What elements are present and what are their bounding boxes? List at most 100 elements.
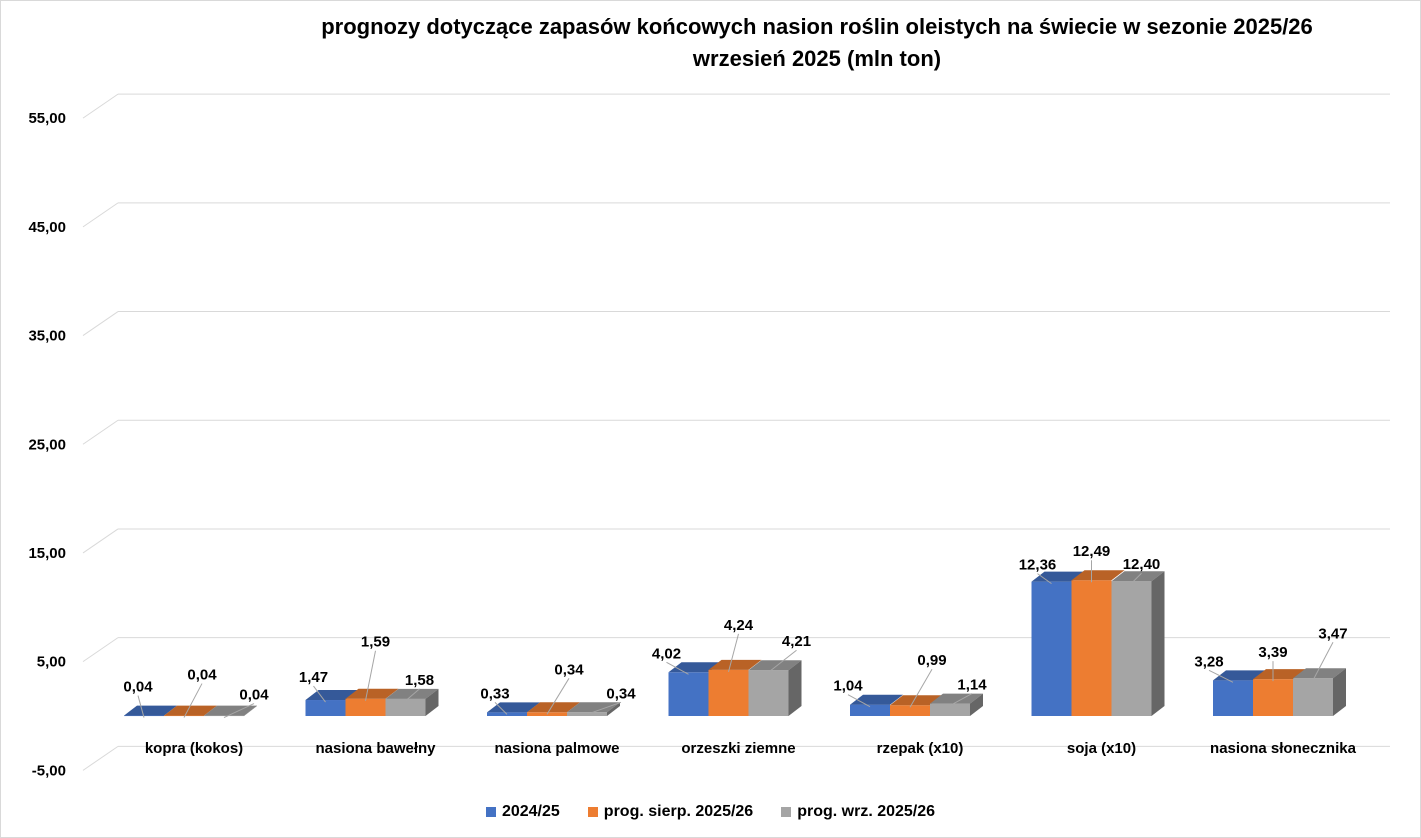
legend: 2024/25 prog. sierp. 2025/26 prog. wrz. … bbox=[0, 803, 1421, 821]
legend-swatch bbox=[587, 807, 598, 817]
leader-line bbox=[365, 650, 376, 701]
leader-line bbox=[223, 703, 255, 719]
y-tick-label: 5,00 bbox=[37, 654, 66, 671]
data-label: 12,40 bbox=[1123, 556, 1161, 573]
leader-line bbox=[909, 668, 933, 708]
data-label: 0,04 bbox=[187, 667, 217, 684]
y-tick-label: 15,00 bbox=[28, 545, 66, 562]
bar-top bbox=[708, 659, 762, 670]
data-label: 0,04 bbox=[239, 687, 269, 704]
gridline-depth bbox=[82, 202, 119, 228]
gridline-depth bbox=[82, 528, 119, 554]
bar-side bbox=[1151, 571, 1165, 716]
data-label: 1,04 bbox=[833, 678, 863, 695]
bar-side bbox=[1333, 668, 1346, 716]
bar-top bbox=[1071, 570, 1125, 581]
data-label: 1,59 bbox=[361, 634, 390, 651]
leader-line bbox=[1208, 669, 1234, 683]
legend-swatch bbox=[781, 807, 792, 817]
bar-top bbox=[748, 660, 802, 671]
x-category-label: nasiona bawełny bbox=[315, 740, 436, 757]
bar-top bbox=[345, 688, 399, 699]
leader-line bbox=[1131, 572, 1142, 584]
bar bbox=[1293, 678, 1333, 716]
data-label: 0,34 bbox=[554, 661, 584, 678]
bar-top bbox=[930, 693, 983, 704]
bar-top bbox=[850, 694, 903, 705]
x-category-label: nasiona palmowe bbox=[494, 740, 619, 757]
data-label: 0,34 bbox=[606, 685, 636, 702]
data-label: 0,04 bbox=[123, 679, 153, 696]
bar bbox=[708, 669, 749, 716]
bar-top bbox=[124, 705, 177, 716]
chart-subtitle: wrzesień 2025 (mln ton) bbox=[692, 46, 942, 71]
gridline-depth bbox=[82, 745, 119, 771]
leader-line bbox=[546, 678, 570, 715]
legend-label: 2024/25 bbox=[501, 803, 560, 820]
y-tick-label: 25,00 bbox=[28, 436, 66, 453]
bar-top bbox=[487, 702, 540, 713]
y-tick-label: 55,00 bbox=[28, 110, 66, 127]
legend-item-prog-wrz: prog. wrz. 2025/26 bbox=[781, 803, 935, 821]
y-tick-label: -5,00 bbox=[32, 762, 66, 779]
bar bbox=[305, 700, 346, 716]
bar bbox=[1253, 679, 1293, 716]
leader-line bbox=[405, 688, 420, 702]
x-category-label: rzepak (x10) bbox=[877, 740, 964, 757]
bar-top bbox=[567, 702, 620, 713]
bar-top bbox=[1293, 668, 1346, 679]
data-label: 3,28 bbox=[1194, 653, 1223, 670]
leader-line bbox=[728, 633, 739, 673]
data-label: 0,33 bbox=[480, 685, 509, 702]
x-category-label: kopra (kokos) bbox=[145, 740, 243, 757]
bar-top bbox=[890, 695, 943, 706]
data-label: 1,14 bbox=[957, 677, 987, 694]
bar bbox=[345, 698, 386, 716]
gridline-depth bbox=[82, 93, 119, 119]
data-label: 12,49 bbox=[1073, 543, 1111, 560]
bar-top bbox=[1213, 670, 1266, 681]
data-label: 4,02 bbox=[652, 645, 681, 662]
leader-line bbox=[313, 685, 326, 703]
bar bbox=[890, 705, 930, 716]
bar bbox=[850, 704, 890, 716]
leader-line bbox=[183, 683, 203, 718]
leader-line bbox=[494, 702, 508, 715]
legend-item-prog-sierp: prog. sierp. 2025/26 bbox=[587, 803, 754, 821]
data-label: 0,99 bbox=[917, 652, 946, 669]
leader-line bbox=[137, 695, 145, 718]
bar-side bbox=[970, 693, 983, 716]
bar bbox=[164, 715, 204, 717]
data-label: 4,24 bbox=[724, 617, 754, 634]
bar bbox=[1213, 680, 1253, 716]
legend-label: prog. wrz. 2025/26 bbox=[797, 803, 936, 820]
bar-top bbox=[668, 662, 722, 673]
chart-title: prognozy dotyczące zapasów końcowych nas… bbox=[321, 14, 1313, 39]
bar bbox=[1111, 581, 1152, 716]
legend-swatch bbox=[485, 807, 496, 817]
leader-line bbox=[768, 649, 797, 673]
bar-top bbox=[385, 688, 439, 699]
gridline-depth bbox=[82, 311, 119, 336]
bar-top bbox=[527, 702, 580, 713]
bar bbox=[204, 715, 244, 717]
data-label: 4,21 bbox=[782, 633, 811, 650]
bar bbox=[1071, 580, 1112, 716]
data-label: 3,47 bbox=[1318, 625, 1347, 642]
data-label: 1,47 bbox=[299, 669, 328, 686]
leader-line bbox=[666, 661, 689, 675]
leader-line bbox=[1312, 642, 1334, 681]
bar-side bbox=[788, 660, 802, 716]
y-tick-label: 35,00 bbox=[28, 328, 66, 345]
bar-side bbox=[244, 705, 257, 716]
gridline-depth bbox=[82, 637, 119, 663]
legend-label: prog. sierp. 2025/26 bbox=[603, 803, 754, 820]
bar-side bbox=[425, 688, 439, 716]
legend-item-2024-25: 2024/25 bbox=[485, 803, 560, 821]
leader-line bbox=[586, 701, 622, 715]
bar bbox=[1031, 581, 1072, 716]
x-category-label: soja (x10) bbox=[1067, 740, 1136, 757]
bar-side bbox=[607, 702, 620, 716]
bar-top bbox=[1253, 669, 1306, 680]
